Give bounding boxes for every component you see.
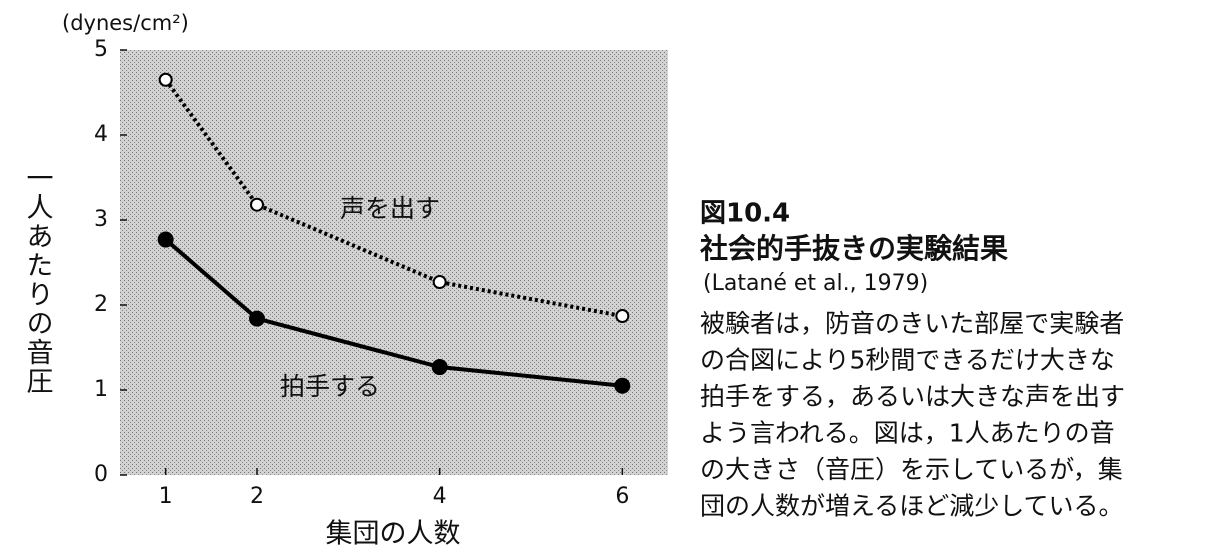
caption-line: 団の人数が増えるほど減少している。 <box>700 492 1124 521</box>
caption-line: 被験者は，防音のきいた部屋で実験者 <box>700 309 1124 338</box>
caption-line: よう言われる。図は，1人あたりの音 <box>700 419 1115 448</box>
data-point <box>431 359 448 376</box>
data-point <box>432 275 447 290</box>
series-label: 拍手する <box>280 372 380 401</box>
series-line <box>164 238 623 388</box>
y-tick-label: 3 <box>94 207 108 232</box>
data-point <box>157 231 174 248</box>
data-point <box>250 197 264 212</box>
series-label: 声を出す <box>340 194 440 223</box>
data-point <box>249 310 265 327</box>
data-point <box>614 377 631 394</box>
caption-line: 拍手をする，あるいは大きな声を出す <box>700 382 1125 411</box>
series-line <box>164 78 623 319</box>
y-tick-label: 4 <box>94 122 108 147</box>
y-tick-label: 0 <box>94 462 108 487</box>
caption-line: の合図により5秒間できるだけ大きな <box>700 346 1115 375</box>
x-tick-label: 6 <box>615 484 629 509</box>
y-unit: (dynes/cm²) <box>62 11 189 35</box>
data-point <box>615 309 630 324</box>
x-axis-label: 集団の人数 <box>326 519 461 550</box>
plot-area <box>120 50 668 475</box>
caption-line: の大きさ（音圧）を示しているが，集 <box>700 455 1123 484</box>
caption-citation: (Latané et al., 1979) <box>703 271 928 296</box>
y-tick-label: 2 <box>94 292 108 317</box>
y-axis-label: 一人あたりの音圧 <box>22 164 54 396</box>
y-tick-label: 5 <box>94 37 108 62</box>
y-tick-label: 1 <box>94 377 108 402</box>
x-tick-label: 2 <box>250 484 264 509</box>
caption-title: 社会的手抜きの実験結果 <box>700 232 1008 265</box>
data-point <box>158 72 173 87</box>
caption-figure: 図10.4 <box>700 199 790 229</box>
x-tick-label: 1 <box>159 484 173 509</box>
x-tick-label: 4 <box>433 484 447 509</box>
